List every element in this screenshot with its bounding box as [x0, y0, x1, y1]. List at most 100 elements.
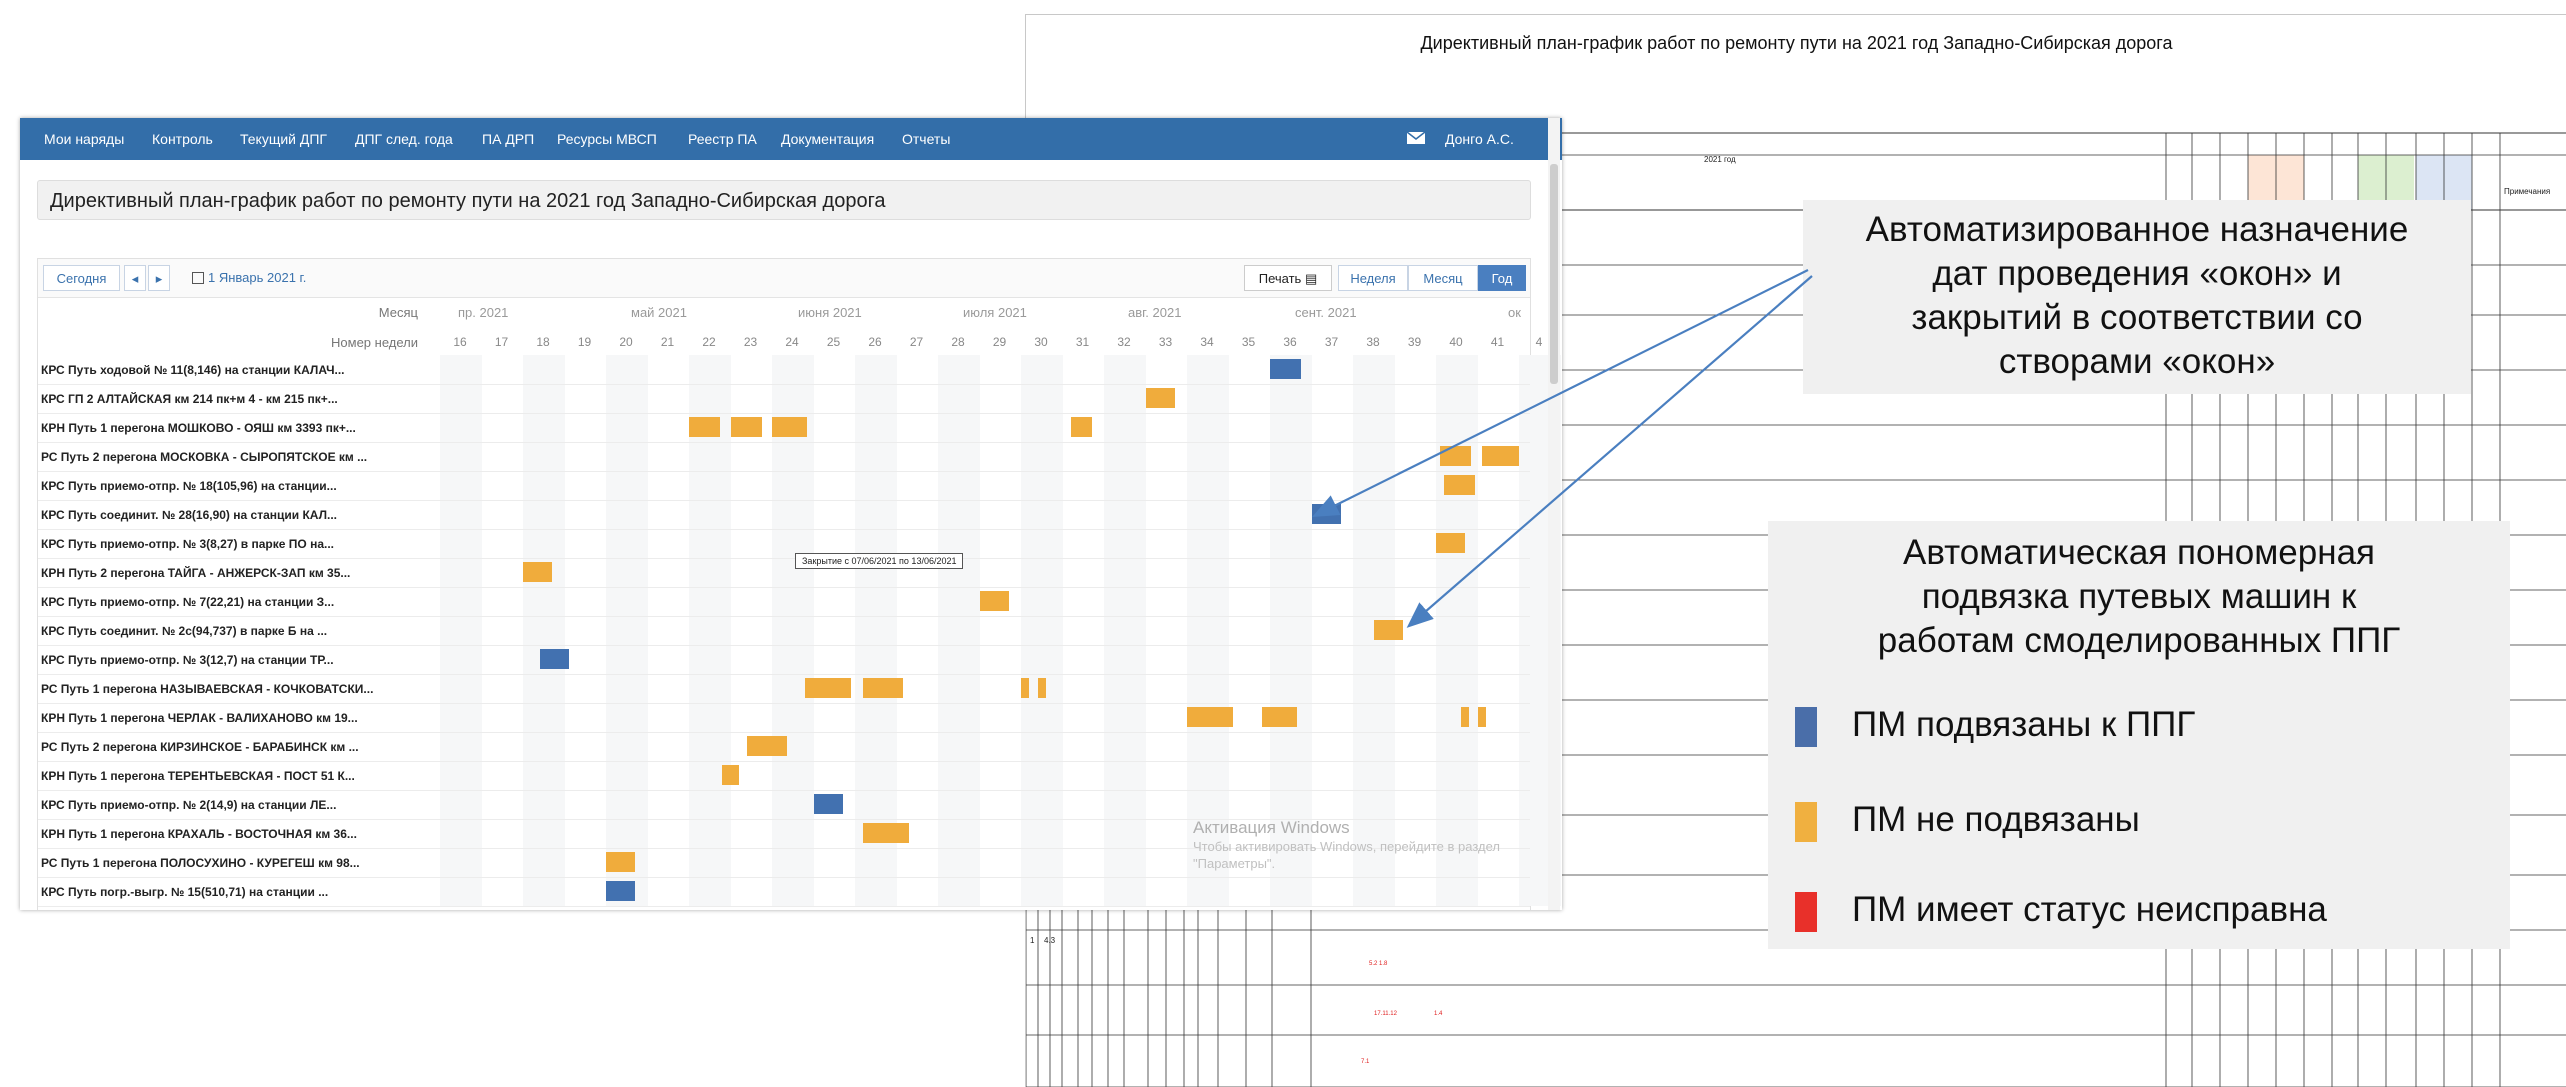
gantt-row[interactable]: РС Путь 1 перегона ПОЛОСУХИНО - КУРЕГЕШ … — [38, 848, 1530, 878]
gantt-row-label[interactable]: КРН Путь 1 перегона ЧЕРЛАК - ВАЛИХАНОВО … — [41, 711, 358, 725]
gantt-row-label[interactable]: КРС Путь приемо-отпр. № 3(8,27) в парке … — [41, 537, 334, 551]
vertical-scrollbar[interactable] — [1548, 118, 1560, 910]
gantt-row[interactable]: КРН Путь 1 перегона ТЕРЕНТЬЕВСКАЯ - ПОСТ… — [38, 761, 1530, 791]
prev-button[interactable]: ◂ — [124, 265, 146, 291]
gantt-row[interactable]: КРС Путь приемо-отпр. № 7(22,21) на стан… — [38, 587, 1530, 617]
view-week-button[interactable]: Неделя — [1338, 265, 1408, 291]
week-label: 35 — [1241, 335, 1256, 349]
gantt-row[interactable]: КРС Путь приемо-отпр. № 18(105,96) на ст… — [38, 471, 1530, 501]
work-bar-linked[interactable] — [1270, 359, 1302, 379]
gantt-row[interactable]: КРС Путь приемо-отпр. № 3(8,27) в парке … — [38, 529, 1530, 559]
gantt-row-label[interactable]: КРС Путь приемо-отпр. № 18(105,96) на ст… — [41, 479, 337, 493]
nav-mvsp-resources[interactable]: Ресурсы МВСП — [557, 131, 657, 147]
gantt-row-label[interactable]: КРС ГП 2 АЛТАЙСКАЯ км 214 пк+м 4 - км 21… — [41, 392, 338, 406]
gantt-row-label[interactable]: КРН Путь 1 перегона МОШКОВО - ОЯШ км 339… — [41, 421, 356, 435]
gantt-row-label[interactable]: КРН Путь 1 перегона ТЕРЕНТЬЕВСКАЯ - ПОСТ… — [41, 769, 355, 783]
work-bar-unlinked[interactable] — [772, 417, 808, 437]
work-bar-unlinked[interactable] — [863, 823, 909, 843]
mail-icon[interactable] — [1406, 130, 1426, 146]
work-bar-unlinked[interactable] — [606, 852, 636, 872]
gantt-row[interactable]: КРС Путь погр.-выгр. № 15(510,71) на ста… — [38, 877, 1530, 907]
work-bar-unlinked[interactable] — [1436, 533, 1466, 553]
work-bar-unlinked[interactable] — [1261, 707, 1297, 727]
gantt-row[interactable]: РС Путь 2 перегона КИРЗИНСКОЕ - БАРАБИНС… — [38, 732, 1530, 762]
gantt-row-label[interactable]: КРС Путь погр.-выгр. № 15(510,71) на ста… — [41, 885, 329, 899]
work-bar-unlinked[interactable] — [1037, 678, 1046, 698]
callout-legend: Автоматическая пономерная подвязка путев… — [1768, 521, 2510, 949]
gantt-row[interactable]: КРС Путь ходовой № 11(8,146) на станции … — [38, 355, 1530, 385]
nav-reports[interactable]: Отчеты — [902, 131, 951, 147]
windows-activation-watermark: Активация Windows Чтобы активировать Win… — [1193, 818, 1500, 871]
work-bar-linked[interactable] — [1311, 504, 1341, 524]
print-button[interactable]: Печать ▤ — [1244, 265, 1332, 291]
nav-next-year-dpg[interactable]: ДПГ след. года — [355, 131, 453, 147]
gantt-row[interactable]: КРН Путь 2 перегона ТАЙГА - АНЖЕРСК-ЗАП … — [38, 558, 1530, 588]
work-bar-unlinked[interactable] — [722, 765, 739, 785]
work-bar-unlinked[interactable] — [1460, 707, 1470, 727]
work-bar-unlinked[interactable] — [1440, 446, 1472, 466]
work-bar-unlinked[interactable] — [523, 562, 553, 582]
work-bar-linked[interactable] — [813, 794, 843, 814]
work-bar-unlinked[interactable] — [1444, 475, 1476, 495]
view-year-button[interactable]: Год — [1478, 265, 1526, 291]
work-bar-unlinked[interactable] — [689, 417, 721, 437]
week-label: 36 — [1283, 335, 1297, 349]
gantt-row-label[interactable]: КРС Путь ходовой № 11(8,146) на станции … — [41, 363, 345, 377]
work-bar-unlinked[interactable] — [1373, 620, 1403, 640]
legend-swatch-faulty — [1795, 892, 1817, 932]
nav-documentation[interactable]: Документация — [781, 131, 875, 147]
view-month-button[interactable]: Месяц — [1408, 265, 1478, 291]
next-button[interactable]: ▸ — [148, 265, 170, 291]
work-bar-unlinked[interactable] — [863, 678, 903, 698]
work-bar-unlinked[interactable] — [747, 736, 787, 756]
work-bar-linked[interactable] — [539, 649, 569, 669]
nav-my-orders[interactable]: Мои наряды — [44, 131, 125, 147]
gantt-row-label[interactable]: КРН Путь 2 перегона ТАЙГА - АНЖЕРСК-ЗАП … — [41, 566, 351, 580]
work-bar-unlinked[interactable] — [1145, 388, 1175, 408]
gantt-row[interactable]: КРН Путь 1 перегона КРАХАЛЬ - ВОСТОЧНАЯ … — [38, 819, 1530, 849]
legend-swatch-unlinked — [1795, 802, 1817, 842]
work-bar-unlinked[interactable] — [1481, 446, 1519, 466]
work-bar-unlinked[interactable] — [805, 678, 851, 698]
gantt-row-label[interactable]: РС Путь 2 перегона КИРЗИНСКОЕ - БАРАБИНС… — [41, 740, 359, 754]
gantt-row-label[interactable]: КРН Путь 1 перегона КРАХАЛЬ - ВОСТОЧНАЯ … — [41, 827, 357, 841]
work-bar-unlinked[interactable] — [730, 417, 762, 437]
gantt-row-label[interactable]: КРС Путь соединит. № 28(16,90) на станци… — [41, 508, 338, 522]
work-bar-unlinked[interactable] — [1070, 417, 1092, 437]
gantt-row[interactable]: РС Путь 2 перегона МОСКОВКА - СЫРОПЯТСКО… — [38, 442, 1530, 472]
gantt-row-label[interactable]: РС Путь 1 перегона НАЗЫВАЕВСКАЯ - КОЧКОВ… — [41, 682, 374, 696]
week-label: 28 — [951, 335, 965, 349]
nav-pa-drp[interactable]: ПА ДРП — [482, 131, 535, 147]
gantt-row[interactable]: КРН Путь 1 перегона МОШКОВО - ОЯШ км 339… — [38, 413, 1530, 443]
nav-pa-registry[interactable]: Реестр ПА — [688, 131, 757, 147]
nav-current-dpg[interactable]: Текущий ДПГ — [240, 131, 328, 147]
week-label: 41 — [1490, 335, 1505, 349]
gantt-row-label[interactable]: КРС Путь соединит. № 2с(94,737) в парке … — [41, 624, 328, 638]
gantt-row[interactable]: КРС ГП 2 АЛТАЙСКАЯ км 214 пк+м 4 - км 21… — [38, 384, 1530, 414]
gantt-row-label[interactable]: КРС Путь приемо-отпр. № 2(14,9) на станц… — [41, 798, 337, 812]
gantt-row[interactable]: РС Путь 1 перегона НАЗЫВАЕВСКАЯ - КОЧКОВ… — [38, 674, 1530, 704]
month-label: пр. 2021 — [458, 305, 509, 320]
gantt-row[interactable]: КРС Путь приемо-отпр. № 2(14,9) на станц… — [38, 790, 1530, 820]
gantt-row[interactable]: КРН Путь 1 перегона ЧЕРЛАК - ВАЛИХАНОВО … — [38, 703, 1530, 733]
scrollbar-thumb[interactable] — [1550, 164, 1558, 384]
work-bar-unlinked[interactable] — [1187, 707, 1233, 727]
work-bar-unlinked[interactable] — [1477, 707, 1486, 727]
month-label: май 2021 — [631, 305, 687, 320]
work-bar-linked[interactable] — [606, 881, 636, 901]
document-cell-text: Примечания — [2504, 187, 2551, 196]
work-bar-unlinked[interactable] — [979, 591, 1009, 611]
work-bar-unlinked[interactable] — [1021, 678, 1030, 698]
gantt-row[interactable]: КРС Путь соединит. № 28(16,90) на станци… — [38, 500, 1530, 530]
gantt-row-label[interactable]: РС Путь 2 перегона МОСКОВКА - СЫРОПЯТСКО… — [41, 450, 368, 464]
gantt-row[interactable]: КРС Путь соединит. № 2с(94,737) в парке … — [38, 616, 1530, 646]
gantt-row-label[interactable]: КРС Путь приемо-отпр. № 7(22,21) на стан… — [41, 595, 335, 609]
user-name[interactable]: Донго А.С. — [1445, 131, 1514, 147]
current-date[interactable]: 1 Январь 2021 г. — [208, 270, 307, 285]
gantt-row-label[interactable]: РС Путь 1 перегона ПОЛОСУХИНО - КУРЕГЕШ … — [41, 856, 360, 870]
nav-control[interactable]: Контроль — [152, 131, 213, 147]
month-label: ок — [1508, 305, 1521, 320]
gantt-row[interactable]: КРС Путь приемо-отпр. № 3(12,7) на станц… — [38, 645, 1530, 675]
today-button[interactable]: Сегодня — [43, 265, 120, 291]
gantt-row-label[interactable]: КРС Путь приемо-отпр. № 3(12,7) на станц… — [41, 653, 334, 667]
